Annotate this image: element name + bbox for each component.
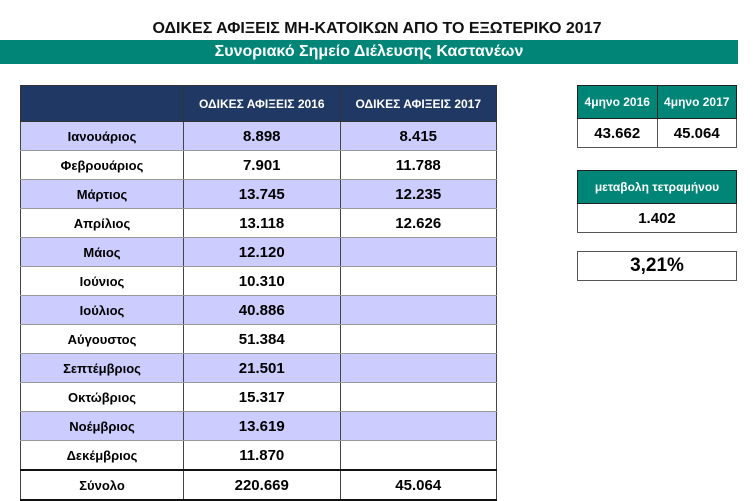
percent-box: 3,21% <box>577 251 737 281</box>
page-subtitle: Συνοριακό Σημείο Διέλευσης Καστανέων <box>0 40 738 64</box>
four-month-2016-value: 43.662 <box>577 118 658 148</box>
four-month-2017-header: 4μηνο 2017 <box>656 85 737 119</box>
value-2017-cell: 8.415 <box>339 121 497 151</box>
table-row: Απρίλιος 13.118 12.626 <box>20 208 497 238</box>
month-cell: Οκτώβριος <box>20 382 184 412</box>
change-header: μεταβολη τετραμήνου <box>577 170 737 204</box>
value-2017-cell <box>339 295 497 325</box>
value-2016-cell: 8.898 <box>183 121 341 151</box>
table-header: ΟΔΙΚΕΣ ΑΦΙΞΕΙΣ 2016 ΟΔΙΚΕΣ ΑΦΙΞΕΙΣ 2017 <box>20 85 497 122</box>
total-row: Σύνολο 220.669 45.064 <box>20 469 497 501</box>
month-cell: Νοέμβριος <box>20 411 184 441</box>
value-2017-cell: 12.626 <box>339 208 497 238</box>
four-month-box: 4μηνο 2016 4μηνο 2017 43.662 45.064 <box>577 85 737 148</box>
value-2017-cell <box>339 353 497 383</box>
month-cell: Αύγουστος <box>20 324 184 354</box>
table-row: Μάρτιος 13.745 12.235 <box>20 179 497 209</box>
value-2017-cell <box>339 266 497 296</box>
four-month-2016-header: 4μηνο 2016 <box>577 85 658 119</box>
value-2017-cell <box>339 324 497 354</box>
table-row: Δεκέμβριος 11.870 <box>20 440 497 471</box>
table-row: Αύγουστος 51.384 <box>20 324 497 354</box>
table-row: Οκτώβριος 15.317 <box>20 382 497 412</box>
value-2016-cell: 12.120 <box>183 237 341 267</box>
month-cell: Σεπτέμβριος <box>20 353 184 383</box>
value-2016-cell: 51.384 <box>183 324 341 354</box>
value-2017-cell: 11.788 <box>339 150 497 180</box>
value-2016-cell: 10.310 <box>183 266 341 296</box>
header-2016: ΟΔΙΚΕΣ ΑΦΙΞΕΙΣ 2016 <box>183 85 341 122</box>
table-row: Ιούνιος 10.310 <box>20 266 497 296</box>
value-2017-cell <box>339 440 497 471</box>
table-row: Νοέμβριος 13.619 <box>20 411 497 441</box>
month-cell: Φεβρουάριος <box>20 150 184 180</box>
month-cell: Ιούλιος <box>20 295 184 325</box>
value-2016-cell: 7.901 <box>183 150 341 180</box>
value-2016-cell: 13.745 <box>183 179 341 209</box>
table-row: Σεπτέμβριος 21.501 <box>20 353 497 383</box>
value-2016-cell: 11.870 <box>183 440 341 471</box>
table-row: Μάιος 12.120 <box>20 237 497 267</box>
month-cell: Ιανουάριος <box>20 121 184 151</box>
page-title: ΟΔΙΚΕΣ ΑΦΙΞΕΙΣ ΜΗ-ΚΑΤΟΙΚΩΝ ΑΠΟ ΤΟ ΕΞΩΤΕΡ… <box>152 20 602 37</box>
total-2017: 45.064 <box>339 469 497 501</box>
change-percent: 3,21% <box>577 251 737 281</box>
change-box: μεταβολη τετραμήνου 1.402 <box>577 170 737 233</box>
month-cell: Απρίλιος <box>20 208 184 238</box>
month-cell: Ιούνιος <box>20 266 184 296</box>
value-2017-cell <box>339 237 497 267</box>
month-cell: Μάιος <box>20 237 184 267</box>
value-2016-cell: 40.886 <box>183 295 341 325</box>
four-month-2017-value: 45.064 <box>656 118 737 148</box>
total-label: Σύνολο <box>20 469 184 501</box>
value-2017-cell <box>339 382 497 412</box>
table-row: Φεβρουάριος 7.901 11.788 <box>20 150 497 180</box>
value-2017-cell: 12.235 <box>339 179 497 209</box>
value-2016-cell: 13.619 <box>183 411 341 441</box>
month-cell: Μάρτιος <box>20 179 184 209</box>
value-2017-cell <box>339 411 497 441</box>
arrivals-table: ΟΔΙΚΕΣ ΑΦΙΞΕΙΣ 2016 ΟΔΙΚΕΣ ΑΦΙΞΕΙΣ 2017 … <box>20 85 497 501</box>
month-cell: Δεκέμβριος <box>20 440 184 471</box>
header-month <box>20 85 184 122</box>
change-value: 1.402 <box>577 203 737 233</box>
header-2017: ΟΔΙΚΕΣ ΑΦΙΞΕΙΣ 2017 <box>339 85 497 122</box>
table-row: Ιούλιος 40.886 <box>20 295 497 325</box>
table-row: Ιανουάριος 8.898 8.415 <box>20 121 497 151</box>
value-2016-cell: 15.317 <box>183 382 341 412</box>
total-2016: 220.669 <box>183 469 341 501</box>
value-2016-cell: 21.501 <box>183 353 341 383</box>
value-2016-cell: 13.118 <box>183 208 341 238</box>
